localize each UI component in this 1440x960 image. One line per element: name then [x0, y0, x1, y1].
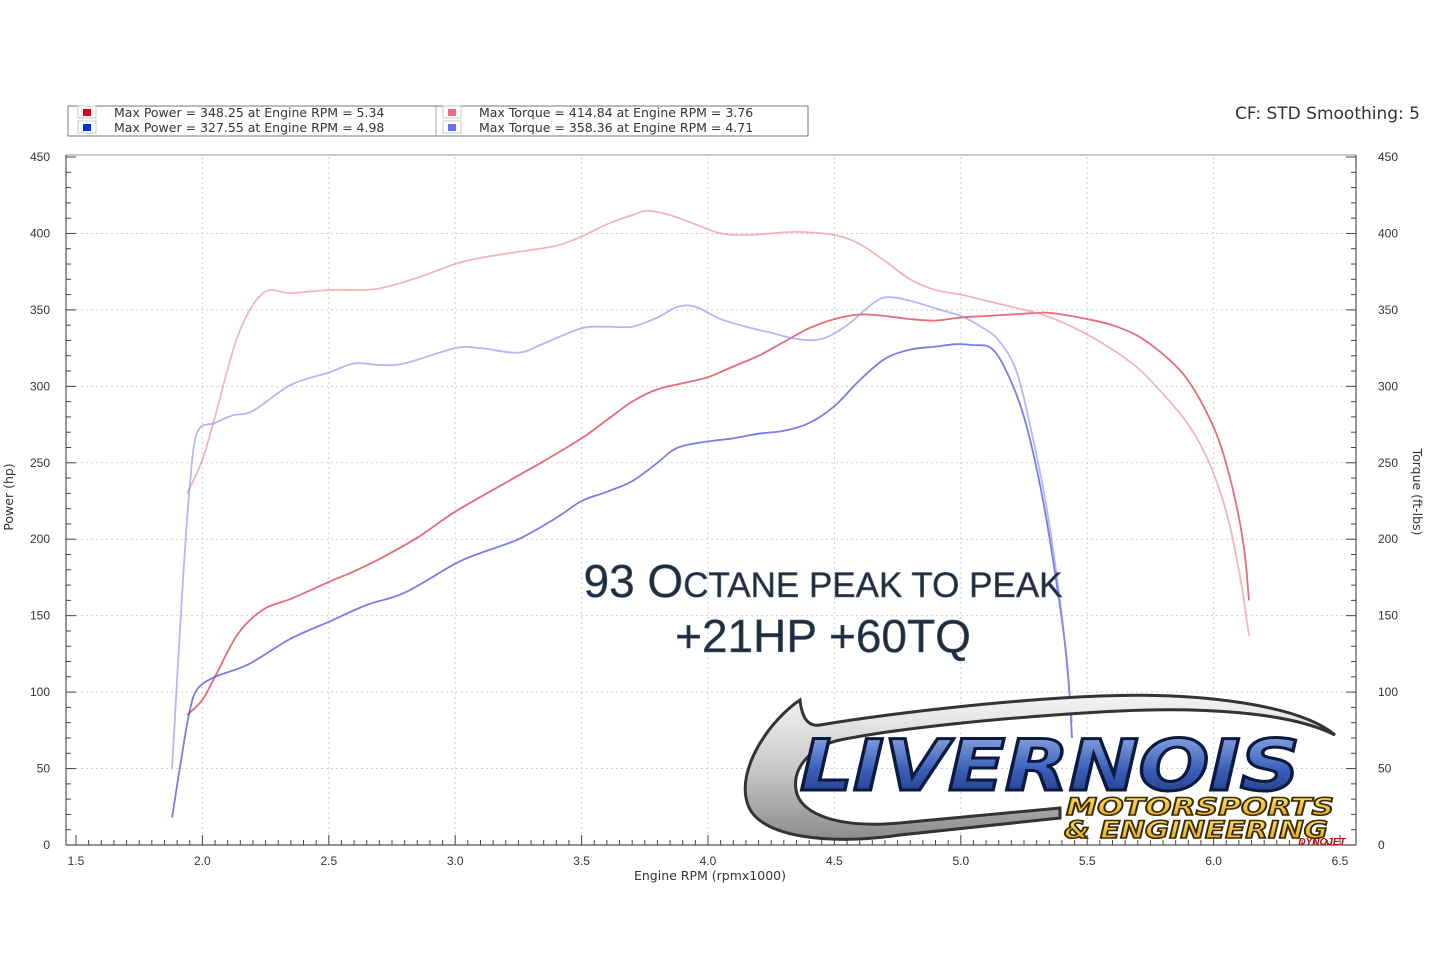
y-tick-label-left: 400 [30, 226, 50, 240]
series-line-1 [186, 311, 1250, 716]
header-cf-text: CF: STD Smoothing: 5 [1235, 104, 1420, 124]
legend-text: Max Power = 327.55 at Engine RPM = 4.98 [114, 120, 384, 135]
y-tick-label-left: 100 [30, 685, 50, 699]
annotation-line-1: 93 OCTANE PEAK TO PEAK [583, 555, 1062, 607]
x-tick-label: 3.0 [447, 854, 464, 868]
plot-area [65, 154, 1357, 846]
y-tick-label-left: 200 [30, 532, 50, 546]
x-tick-label: 5.5 [1079, 854, 1096, 868]
legend-text: Max Power = 348.25 at Engine RPM = 5.34 [114, 105, 384, 120]
y-tick-label-left: 350 [30, 303, 50, 317]
series-line-2 [171, 343, 1073, 818]
legend-swatch [448, 124, 456, 131]
x-tick-label: 4.5 [826, 854, 843, 868]
x-tick-label: 5.0 [952, 854, 969, 868]
logo-main-text: LIVERNOIS [800, 725, 1300, 807]
axis-ticks: 1.5 2.0 2.5 3.0 3.5 4.0 4.5 5.0 5.5 6.0 6.5 0 0 50 50 1… [30, 150, 1398, 868]
y-tick-label-right: 200 [1378, 532, 1398, 546]
x-tick-label: 6.0 [1205, 854, 1222, 868]
x-axis-title: Engine RPM (rpmx1000) [634, 868, 786, 883]
y-tick-label-right: 350 [1378, 303, 1398, 317]
x-tick-label: 1.5 [68, 854, 85, 868]
y-tick-label-left: 300 [30, 379, 50, 393]
y-tick-label-right: 450 [1378, 150, 1398, 164]
legend-swatch [448, 109, 456, 116]
y-tick-label-right: 250 [1378, 456, 1398, 470]
y-tick-label-right: 300 [1378, 379, 1398, 393]
logo-swoosh [743, 693, 1336, 841]
legend-swatch [83, 124, 91, 131]
logo-sub-text-2: & ENGINEERING [1064, 816, 1328, 844]
y-tick-label-right: 400 [1378, 226, 1398, 240]
y-tick-label-left: 50 [37, 762, 51, 776]
y-tick-label-left: 450 [30, 150, 50, 164]
legend-box: Max Power = 348.25 at Engine RPM = 5.34M… [67, 105, 809, 137]
legend-swatch [83, 109, 91, 116]
y-tick-label-left: 250 [30, 456, 50, 470]
x-tick-label: 3.5 [573, 854, 590, 868]
series-line-4 [171, 296, 1073, 769]
livernois-logo: LIVERNOIS MOTORSPORTS & ENGINEERING DYNO… [743, 693, 1347, 848]
logo-sub-text-1: MOTORSPORTS [1066, 793, 1334, 821]
x-tick-label: 4.0 [700, 854, 717, 868]
dynojet-badge: DYNOJET [1298, 837, 1346, 848]
x-tick-label: 2.5 [320, 854, 337, 868]
y-tick-label-left: 150 [30, 609, 50, 623]
legend-text: Max Torque = 358.36 at Engine RPM = 4.71 [479, 120, 753, 135]
y-tick-label-right: 0 [1378, 838, 1385, 852]
series-group [171, 209, 1250, 818]
y-tick-label-right: 150 [1378, 609, 1398, 623]
y-tick-label-right: 50 [1378, 762, 1392, 776]
annotation: 93 OCTANE PEAK TO PEAK +21HP +60TQ [583, 555, 1063, 663]
y-tick-label-right: 100 [1378, 685, 1398, 699]
x-tick-label: 2.0 [194, 854, 211, 868]
y-axis-title-left: Power (hp) [1, 463, 16, 530]
legend-text: Max Torque = 414.84 at Engine RPM = 3.76 [479, 105, 753, 120]
y-axis-title-right: Torque (ft-lbs) [1410, 448, 1425, 536]
y-tick-label-left: 0 [43, 838, 50, 852]
x-tick-label: 6.5 [1332, 854, 1349, 868]
series-line-3 [186, 209, 1250, 636]
annotation-line-2: +21HP +60TQ [675, 610, 971, 662]
grid-lines [65, 155, 1357, 846]
